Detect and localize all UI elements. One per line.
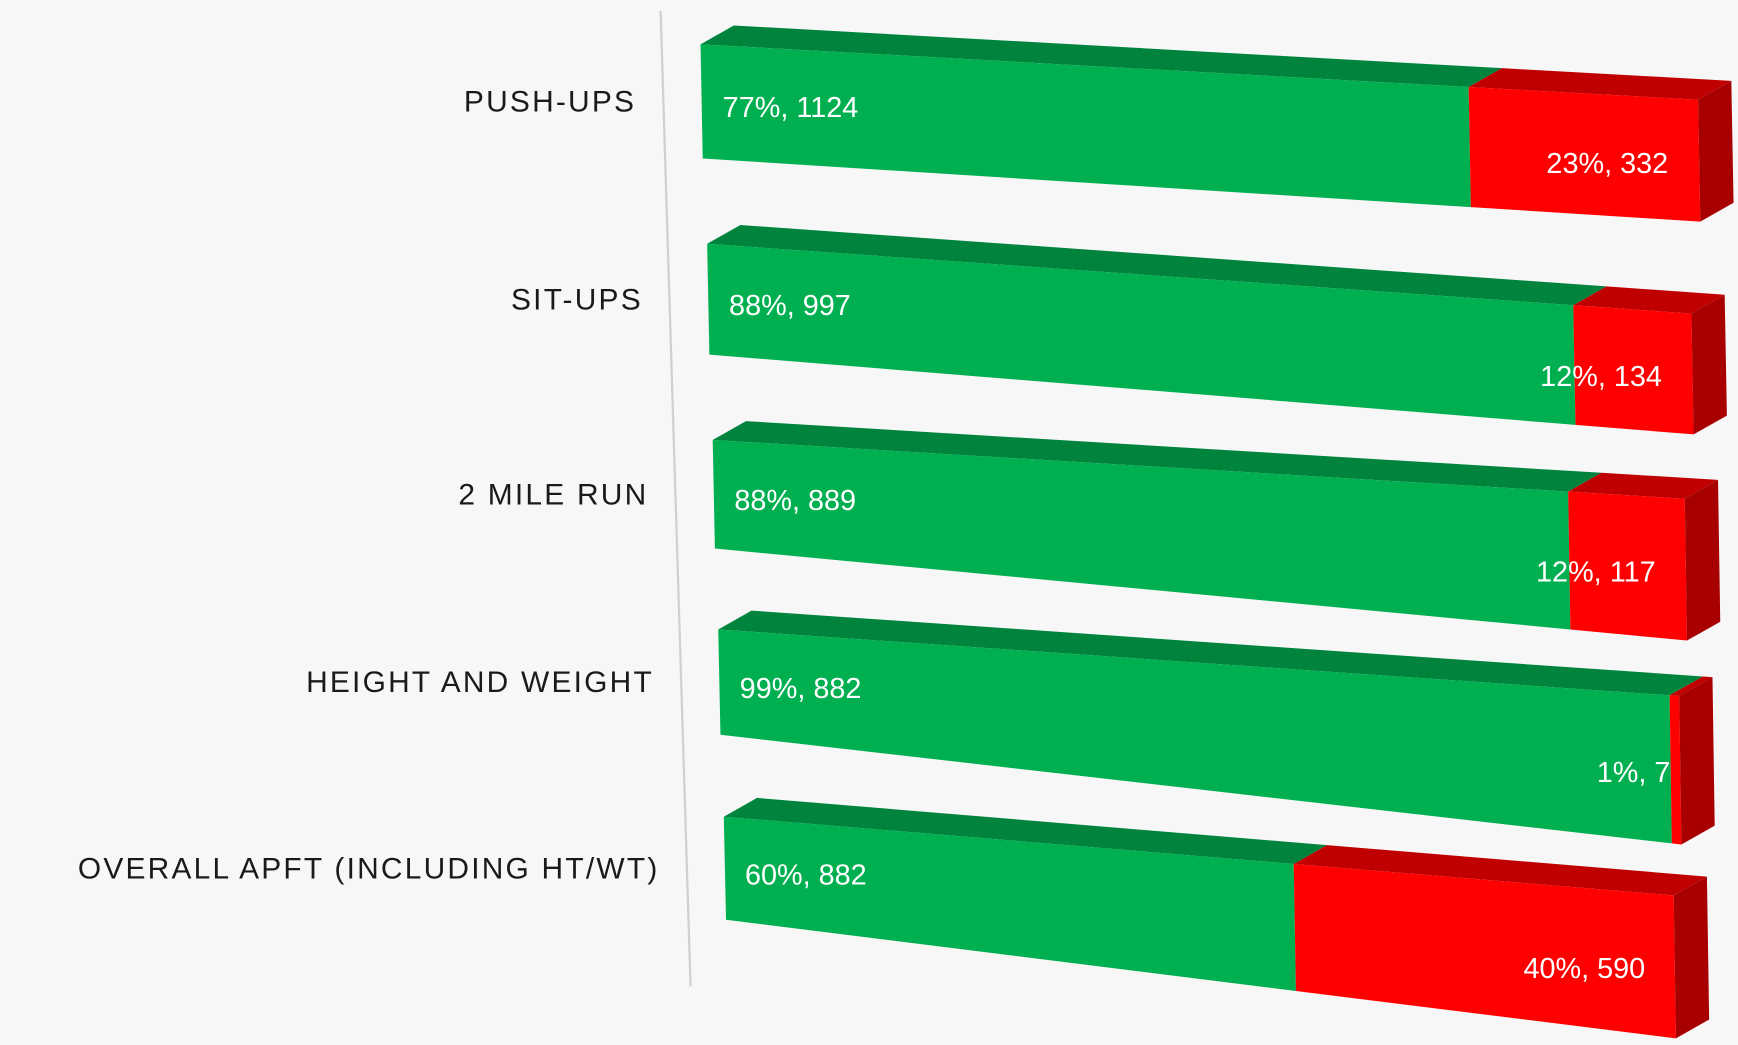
- bar-segment: [1573, 305, 1694, 435]
- data-label: 88%, 997: [729, 290, 851, 322]
- category-label: 2 MILE RUN: [458, 478, 648, 511]
- bar-segment: [707, 243, 1576, 425]
- bar-segment: [718, 629, 1672, 844]
- bar-top-face: [712, 421, 1602, 492]
- bar-end-face: [1673, 876, 1710, 1039]
- bar-top-face: [723, 797, 1327, 864]
- data-label: 23%, 332: [1546, 148, 1668, 180]
- plot-area: PUSH-UPS 77%, 1124 23%, 332 SIT-UPS 88%, 997…: [78, 11, 1734, 1039]
- bar-segment: [700, 44, 1471, 208]
- bar-top-face: [1293, 845, 1707, 896]
- data-label: 88%, 889: [734, 485, 856, 517]
- bar-end-face: [1684, 479, 1721, 641]
- data-label: 77%, 1124: [723, 92, 859, 124]
- bar-top-face: [1573, 286, 1725, 314]
- category-axis: [659, 11, 692, 987]
- category-label: OVERALL APFT (INCLUDING HT/WT): [78, 852, 660, 885]
- bar-segment: [1293, 863, 1676, 1039]
- bar-segment: [1669, 695, 1682, 845]
- bar-end-face: [1679, 677, 1715, 845]
- data-label: 60%, 882: [745, 860, 867, 892]
- bar-segment: [1468, 86, 1701, 222]
- category-label: SIT-UPS: [511, 283, 643, 316]
- bar-top-face: [1568, 472, 1719, 499]
- category-label: PUSH-UPS: [464, 86, 636, 119]
- bar-top-face: [1669, 676, 1713, 696]
- bar-segment: [712, 439, 1571, 630]
- data-label: 12%, 134: [1540, 361, 1662, 393]
- data-label: 99%, 882: [740, 673, 862, 705]
- bar-end-face: [1698, 80, 1734, 222]
- data-label: 40%, 590: [1523, 953, 1645, 985]
- bar-top-face: [718, 610, 1703, 696]
- bar-end-face: [1691, 294, 1727, 435]
- bar-top-face: [707, 224, 1607, 306]
- category-label: HEIGHT AND WEIGHT: [306, 666, 654, 699]
- bar-top-face: [1468, 68, 1732, 100]
- bar-segment: [723, 816, 1296, 991]
- data-label: 1%, 7: [1597, 757, 1671, 789]
- bar-segment: [1568, 491, 1687, 641]
- bar-top-face: [700, 25, 1502, 87]
- data-label: 12%, 117: [1536, 557, 1656, 589]
